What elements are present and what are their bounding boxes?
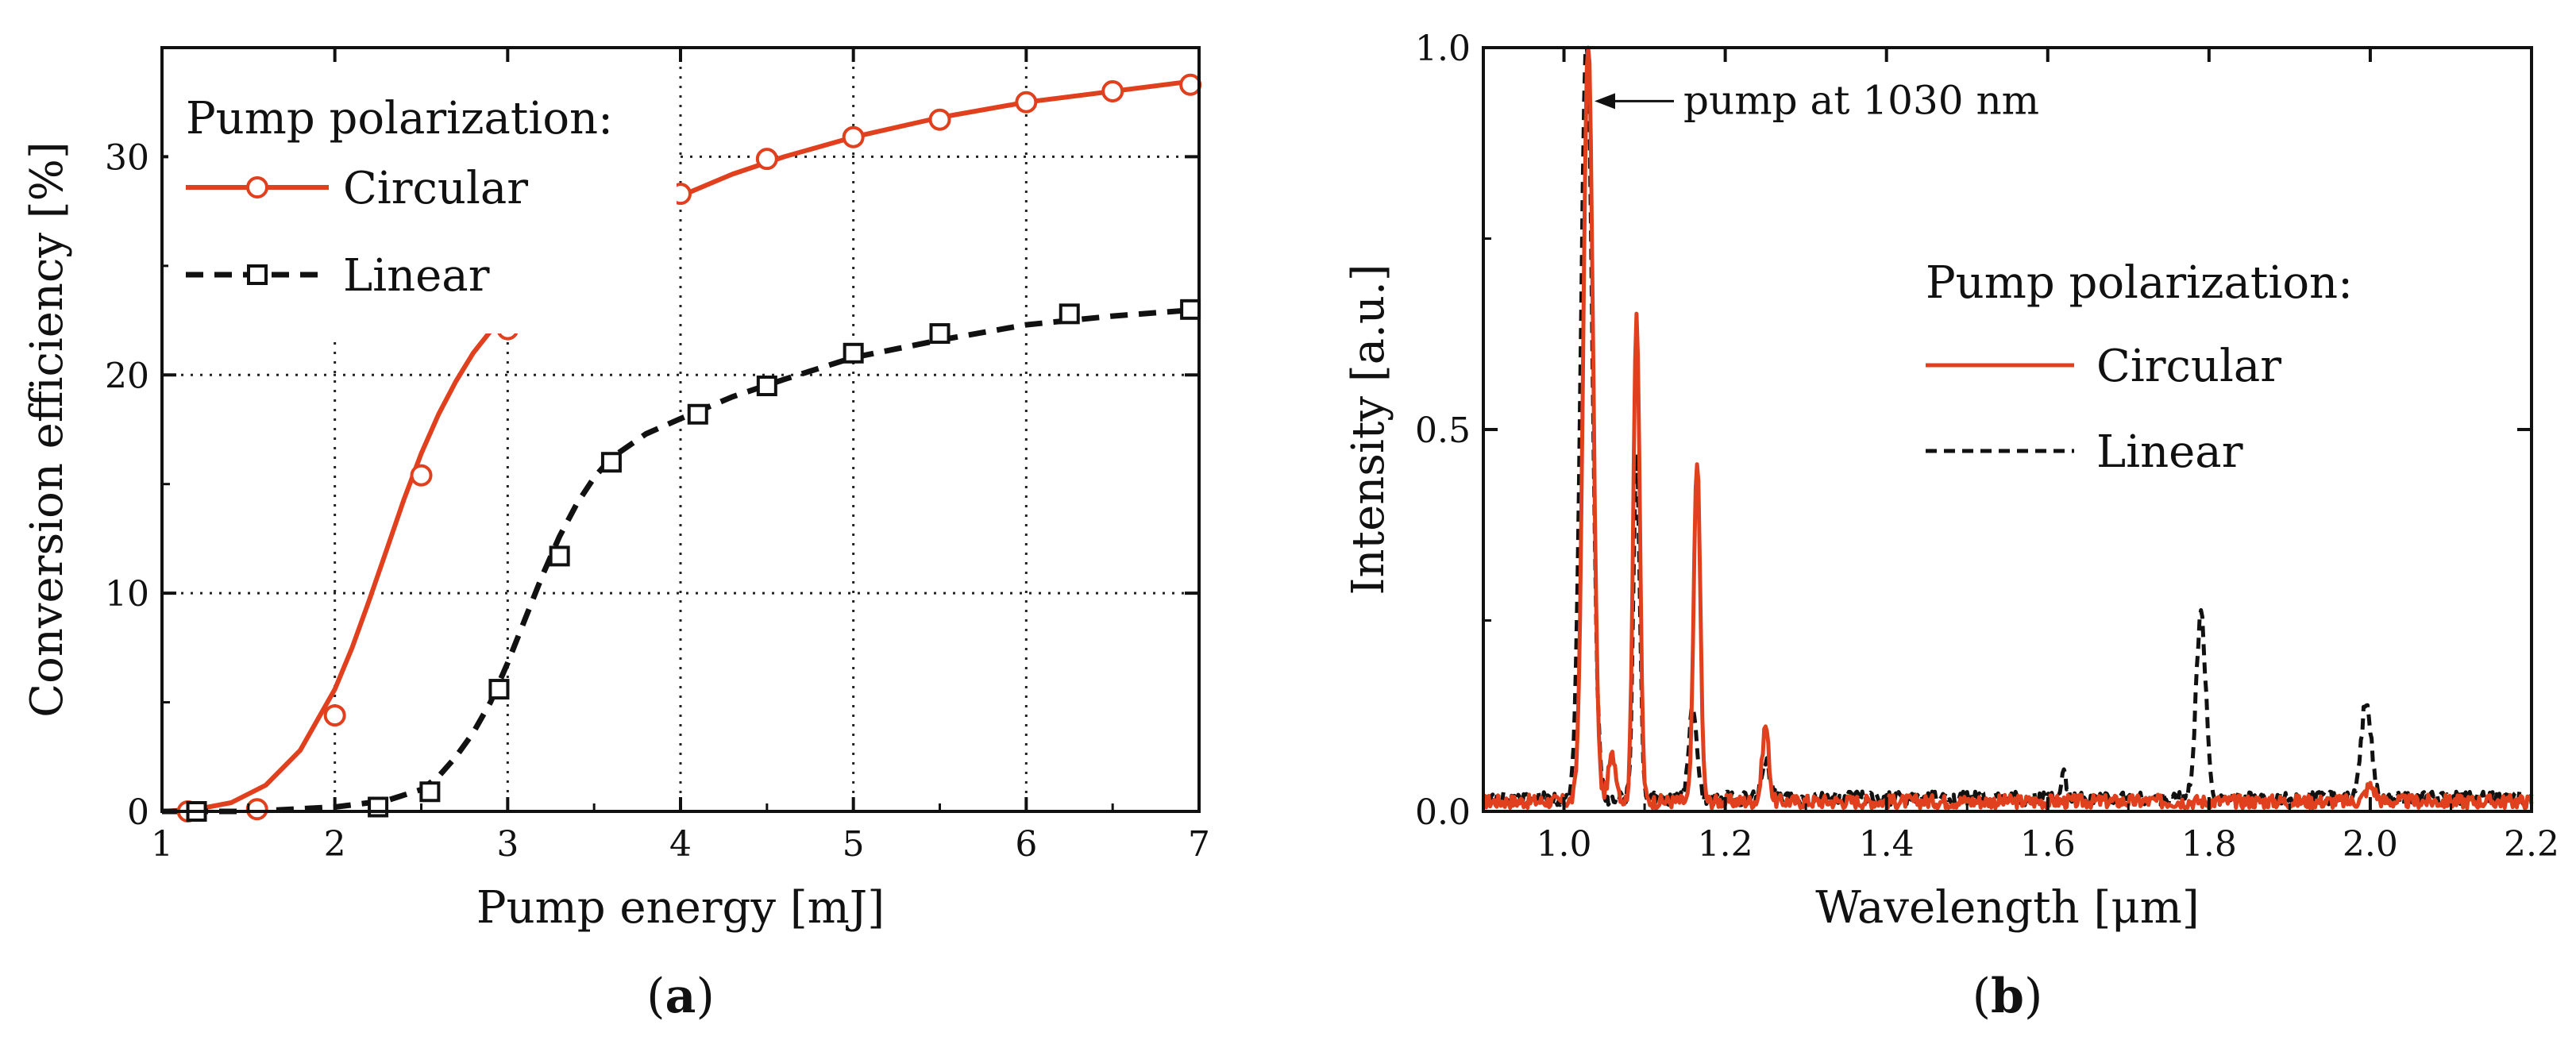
x-tick-label: 1 bbox=[151, 824, 173, 865]
x-tick-label: 2.0 bbox=[2343, 824, 2398, 865]
data-point-circular bbox=[323, 704, 346, 727]
data-point-linear bbox=[929, 323, 951, 345]
panel-a-legend-entries: Circular Linear bbox=[186, 163, 528, 302]
data-point-circular bbox=[928, 108, 951, 131]
x-tick-label: 2 bbox=[324, 824, 346, 865]
panel-b-legend-entries: Circular Linear bbox=[1926, 341, 2281, 478]
data-point-linear bbox=[419, 781, 441, 803]
panel-b-paren: ( bbox=[1972, 969, 1991, 1024]
annotation-arrowhead bbox=[1595, 93, 1615, 110]
legend-label-circular: Circular bbox=[2096, 341, 2281, 392]
spectrum-circular bbox=[1483, 45, 2534, 811]
panel-a-legend-background bbox=[168, 71, 677, 333]
data-point-linear bbox=[1180, 299, 1201, 320]
data-point-linear bbox=[756, 376, 777, 397]
panel-b-spectrum-chart: 1.0 1.2 1.4 1.6 1.8 2.0 2.2 0.0 0.5 1.0 Wavelengt… bbox=[1343, 29, 2559, 1024]
legend-label-circular: Circular bbox=[343, 163, 528, 214]
x-tick-label: 5 bbox=[843, 824, 865, 865]
panel-a-label: (a) bbox=[646, 969, 715, 1024]
y-tick-label: 20 bbox=[105, 356, 149, 396]
data-point-circular bbox=[755, 148, 778, 171]
x-tick-label: 1.2 bbox=[1698, 824, 1753, 865]
panel-b-legend: Pump polarization: Circular Linear bbox=[1926, 257, 2353, 478]
data-point-circular bbox=[410, 464, 433, 487]
x-tick-label: 1.8 bbox=[2181, 824, 2237, 865]
y-tick-label: 1.0 bbox=[1415, 29, 1471, 69]
panel-a-conversion-efficiency-chart: 1 2 3 4 5 6 7 0 10 20 30 Pump energy [mJ] Conversi… bbox=[21, 46, 1210, 1024]
data-point-circular bbox=[842, 125, 865, 148]
panel-b-x-axis-title: Wavelength [μm] bbox=[1815, 882, 2199, 934]
x-tick-label: 2.2 bbox=[2504, 824, 2559, 865]
x-tick-label: 1.6 bbox=[2020, 824, 2076, 865]
x-tick-label: 3 bbox=[496, 824, 519, 865]
data-point-linear bbox=[600, 452, 622, 473]
data-point-linear bbox=[549, 545, 570, 567]
y-tick-label: 0 bbox=[127, 792, 149, 833]
y-tick-label: 10 bbox=[105, 574, 149, 615]
x-tick-label: 4 bbox=[669, 824, 692, 865]
panel-a-ticks: 1 2 3 4 5 6 7 0 10 20 30 bbox=[105, 48, 1210, 865]
legend-marker-circular bbox=[246, 176, 268, 198]
panel-b-label: (b) bbox=[1972, 969, 2043, 1024]
data-point-linear bbox=[488, 679, 510, 700]
panel-b-paren: ) bbox=[2024, 969, 2042, 1024]
x-tick-label: 6 bbox=[1015, 824, 1037, 865]
fit-curve-circular bbox=[161, 78, 1200, 814]
panel-b-pump-annotation: pump at 1030 nm bbox=[1595, 77, 2039, 123]
data-point-linear bbox=[843, 342, 864, 364]
data-point-circular bbox=[1101, 79, 1124, 102]
legend-label-linear: Linear bbox=[343, 250, 490, 302]
panel-b-ticks: 1.0 1.2 1.4 1.6 1.8 2.0 2.2 0.0 0.5 1.0 bbox=[1415, 29, 2559, 865]
legend-label-linear: Linear bbox=[2096, 426, 2243, 478]
annotation-text: pump at 1030 nm bbox=[1683, 77, 2039, 123]
data-point-circular bbox=[245, 798, 268, 821]
y-tick-label: 0.5 bbox=[1415, 410, 1471, 451]
data-point-linear bbox=[1059, 303, 1080, 325]
data-point-circular bbox=[1015, 91, 1038, 114]
panel-a-paren: ( bbox=[646, 969, 665, 1024]
y-tick-label: 0.0 bbox=[1415, 792, 1471, 833]
legend-marker-linear bbox=[247, 264, 268, 285]
data-point-linear bbox=[687, 403, 708, 425]
panel-a-x-axis-title: Pump energy [mJ] bbox=[476, 882, 885, 934]
fit-curve-linear bbox=[162, 306, 1200, 815]
x-tick-label: 1.4 bbox=[1859, 824, 1915, 865]
panel-b-y-axis-title: Intensity [a.u.] bbox=[1343, 264, 1394, 595]
y-tick-label: 30 bbox=[105, 137, 149, 178]
panel-a-letter: a bbox=[665, 969, 696, 1024]
panel-a-y-axis-title: Conversion efficiency [%] bbox=[21, 141, 73, 717]
data-point-circular bbox=[1179, 73, 1202, 96]
data-point-linear bbox=[368, 796, 389, 818]
x-tick-label: 7 bbox=[1188, 824, 1210, 865]
panel-a-legend: Pump polarization: Circular Linear bbox=[168, 71, 677, 333]
panel-b-legend-title: Pump polarization: bbox=[1926, 257, 2353, 309]
panel-a-legend-title: Pump polarization: bbox=[186, 93, 613, 144]
panel-b-letter: b bbox=[1991, 969, 2024, 1024]
panel-a-paren: ) bbox=[696, 969, 714, 1024]
panel-b-curves bbox=[1481, 45, 2534, 811]
x-tick-label: 1.0 bbox=[1537, 824, 1592, 865]
